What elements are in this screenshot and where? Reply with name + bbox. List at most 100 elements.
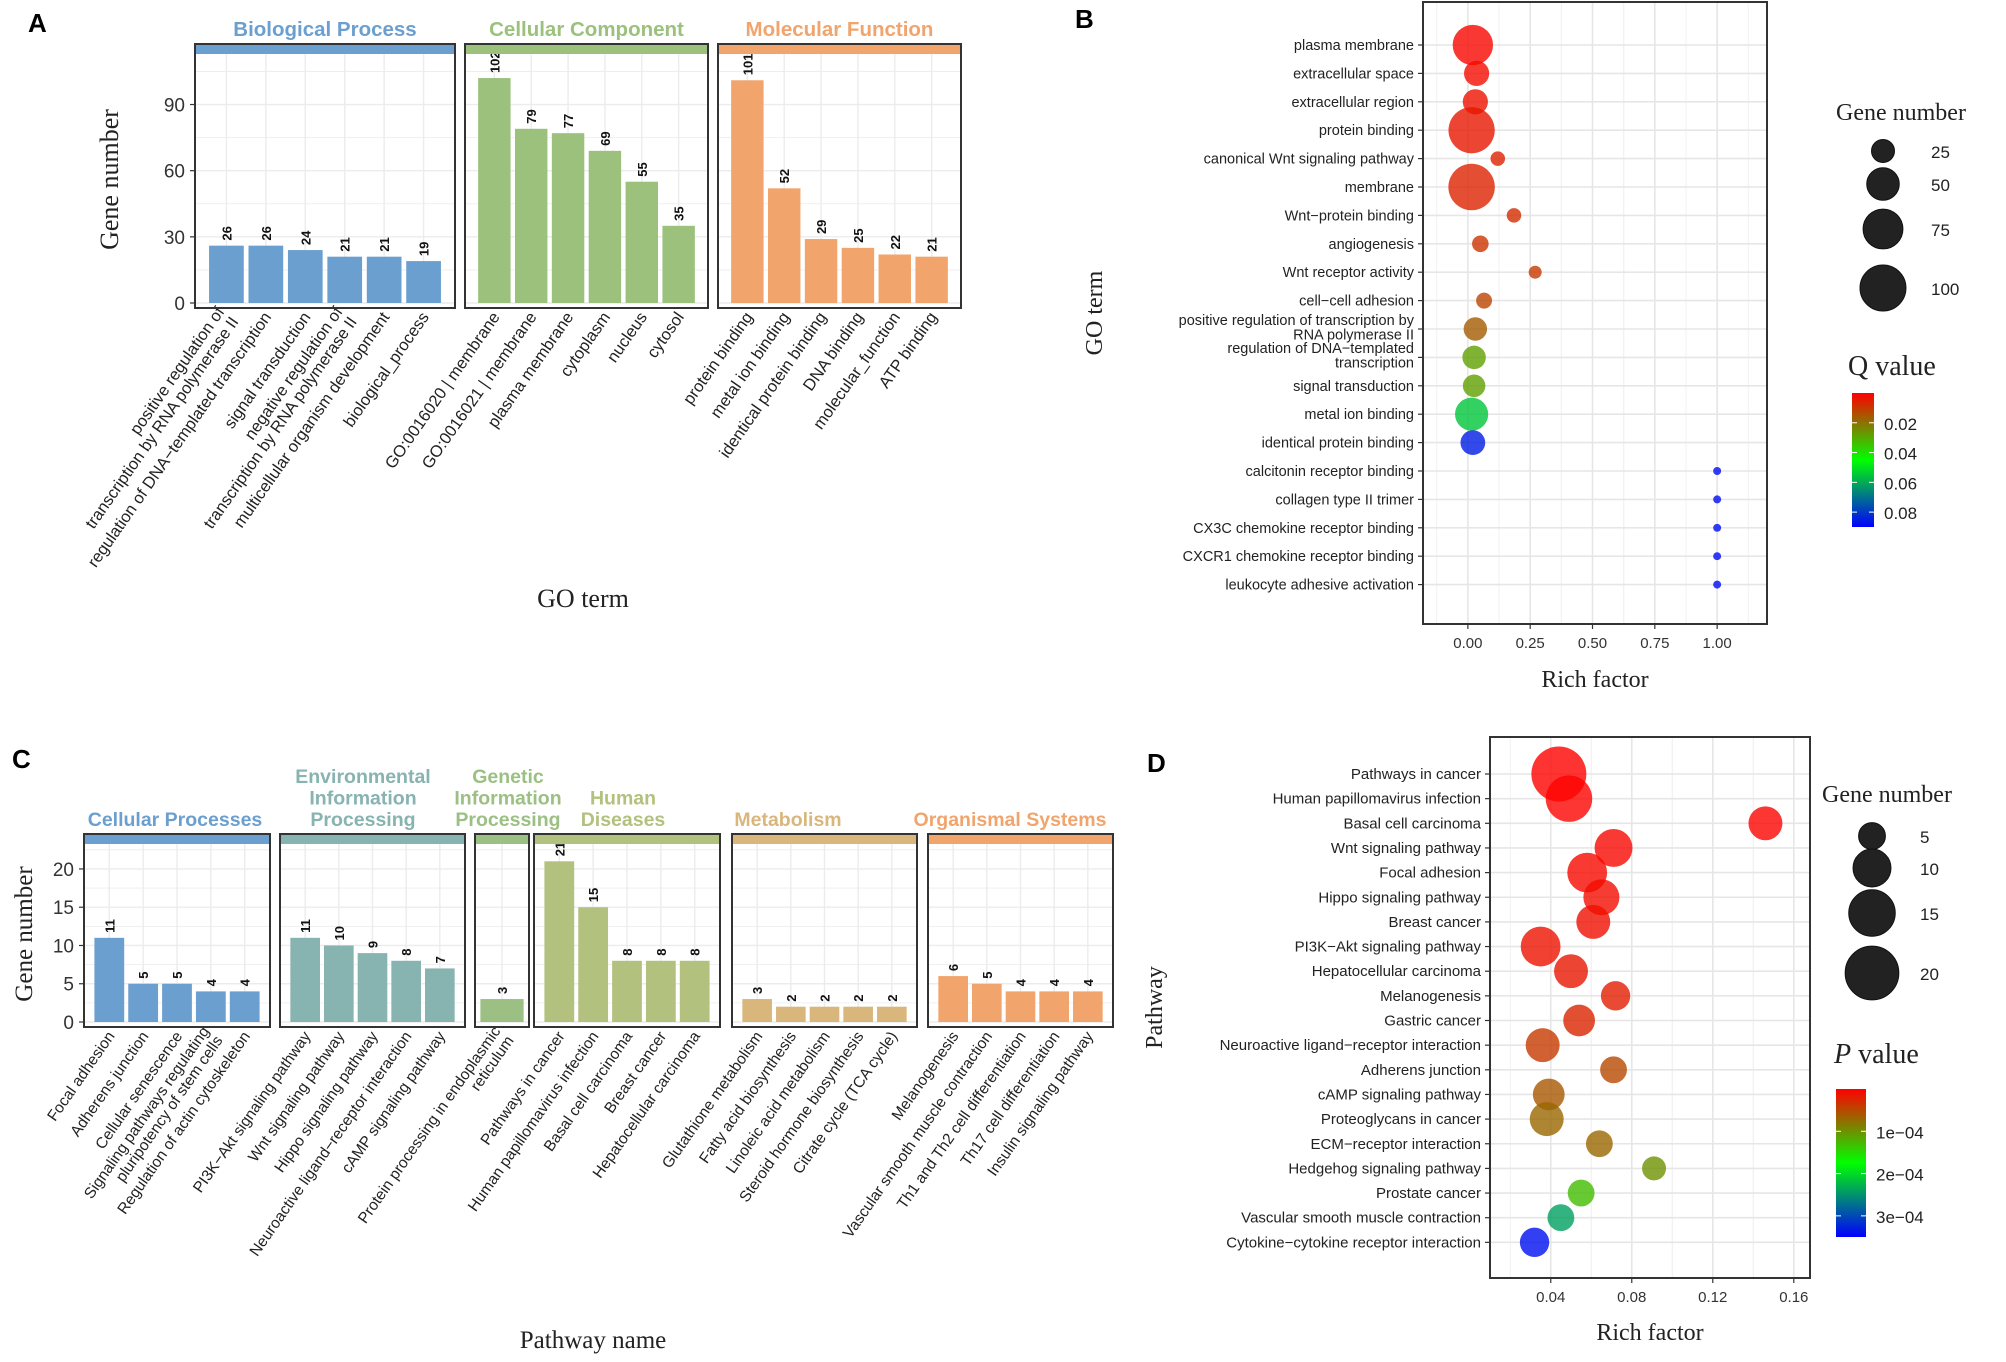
bar	[544, 861, 575, 1022]
bubble	[1563, 1004, 1595, 1037]
color-legend-title-rest: value	[1851, 1039, 1919, 1070]
bar-value-label: 4	[238, 978, 253, 986]
bar	[128, 983, 159, 1022]
facet-title-line: Molecular Function	[746, 18, 934, 41]
y-tick-label: 30	[164, 228, 185, 249]
bar-value-label: 8	[654, 949, 669, 956]
bubble	[1463, 317, 1488, 341]
y-tick-label-line: Neuroactive ligand−receptor interaction	[1220, 1037, 1481, 1054]
y-tick-label: Pathways in cancer	[1351, 766, 1481, 783]
y-axis-label: GO term	[1082, 270, 1108, 355]
y-tick-label: CX3C chemokine receptor binding	[1193, 521, 1414, 537]
color-legend-label: 0.08	[1884, 504, 1917, 523]
y-tick-label: Wnt receptor activity	[1283, 265, 1415, 281]
bubble	[1448, 163, 1495, 211]
size-legend-title: Gene number	[1836, 100, 1966, 126]
facet-title-line: Cellular Component	[489, 18, 684, 41]
y-tick-label-line: extracellular space	[1293, 66, 1414, 82]
facet-strip	[718, 44, 961, 54]
bar-value-label: 102	[487, 51, 502, 73]
bar	[290, 937, 320, 1022]
bubble	[1520, 926, 1561, 967]
bar	[612, 960, 642, 1022]
y-tick-label-line: collagen type II trimer	[1275, 492, 1414, 508]
color-legend-label: 1e−04	[1876, 1123, 1924, 1142]
y-tick-label-line: Proteoglycans in cancer	[1321, 1111, 1481, 1128]
facet-title: Human Diseases	[581, 788, 666, 831]
size-legend-key	[1848, 889, 1896, 937]
facet-strip	[475, 834, 529, 844]
bar-value-label: 2	[784, 994, 799, 1001]
y-tick-label: identical protein binding	[1262, 436, 1414, 452]
bar-value-label: 19	[417, 242, 432, 256]
x-tick-label: 0.50	[1578, 635, 1607, 652]
facet-title-line: Processing	[455, 809, 560, 831]
bar-value-label: 101	[740, 54, 755, 76]
y-tick-label-line: Prostate cancer	[1376, 1185, 1481, 1202]
facet-title-line: Human	[590, 788, 656, 810]
bubble	[1519, 1227, 1550, 1258]
bar	[425, 968, 455, 1022]
size-legend-label: 25	[1931, 143, 1950, 162]
bubble	[1594, 828, 1633, 867]
y-tick-label-line: Vascular smooth muscle contraction	[1241, 1210, 1481, 1227]
bar	[94, 937, 125, 1022]
bar-value-label: 21	[377, 237, 392, 251]
bar-value-label: 9	[366, 941, 381, 948]
bar-value-label: 2	[885, 994, 900, 1001]
y-tick-label-line: canonical Wnt signaling pathway	[1204, 152, 1415, 168]
y-tick-label-line: Gastric cancer	[1384, 1013, 1481, 1030]
y-tick-label: Breast cancer	[1388, 914, 1481, 931]
facet-border	[731, 833, 918, 1028]
panel-a: A Gene number 0 30 60 90 26 positive regulatio…	[28, 8, 962, 613]
y-tick-label: membrane	[1345, 180, 1414, 196]
category-label: cytosol	[644, 309, 688, 361]
y-tick-label: 0	[174, 294, 185, 315]
bar	[366, 256, 402, 303]
y-tick-label-line: transcription	[1335, 356, 1414, 372]
size-legend-label: 10	[1920, 860, 1939, 879]
y-tick-label: Hedgehog signaling pathway	[1288, 1160, 1481, 1177]
y-tick-label: PI3K−Akt signaling pathway	[1295, 939, 1482, 956]
category-label-line: cytosol	[644, 309, 688, 361]
y-tick-label: Proteoglycans in cancer	[1321, 1111, 1481, 1128]
y-tick-label: Cytokine−cytokine receptor interaction	[1226, 1234, 1481, 1251]
facet-title: Molecular Function	[746, 18, 934, 41]
facet-border	[279, 833, 466, 1028]
y-tick-label: Basal cell carcinoma	[1343, 815, 1481, 832]
y-tick-label: Human papillomavirus infection	[1273, 791, 1481, 808]
y-tick-label-line: Hedgehog signaling pathway	[1288, 1160, 1481, 1177]
size-legend-key	[1852, 848, 1892, 888]
y-tick-label-line: angiogenesis	[1329, 237, 1414, 253]
y-tick-label: 15	[53, 898, 74, 919]
y-tick-label: CXCR1 chemokine receptor binding	[1183, 549, 1414, 565]
bar-value-label: 26	[259, 226, 274, 240]
y-axis-label: Gene number	[11, 866, 38, 1002]
color-legend-label: 0.04	[1884, 445, 1917, 464]
bar	[841, 247, 875, 303]
y-tick-label: collagen type II trimer	[1275, 492, 1414, 508]
y-tick-label-line: Wnt receptor activity	[1283, 265, 1415, 281]
y-tick-label-line: membrane	[1345, 180, 1414, 196]
bar-value-label: 4	[1081, 978, 1096, 986]
bar	[162, 983, 192, 1022]
bubble	[1600, 981, 1631, 1011]
y-tick-label: 20	[53, 860, 74, 881]
y-tick-label-line: metal ion binding	[1304, 407, 1414, 423]
bar-value-label: 3	[495, 987, 510, 994]
y-tick-label: leukocyte adhesive activation	[1225, 578, 1414, 594]
y-tick-label: Hepatocellular carcinoma	[1312, 963, 1482, 980]
plot-border	[1422, 1, 1768, 625]
y-tick-label: Neuroactive ligand−receptor interaction	[1220, 1037, 1481, 1054]
size-legend-label: 100	[1931, 280, 1959, 299]
bubble	[1642, 1156, 1667, 1181]
facet-title: Metabolism	[734, 809, 841, 831]
y-tick-label: cell−cell adhesion	[1299, 294, 1414, 310]
bar	[625, 181, 658, 303]
bar-value-label: 2	[851, 994, 866, 1001]
bar-value-label: 35	[672, 206, 687, 220]
color-legend-title: P value	[1833, 1039, 1919, 1070]
